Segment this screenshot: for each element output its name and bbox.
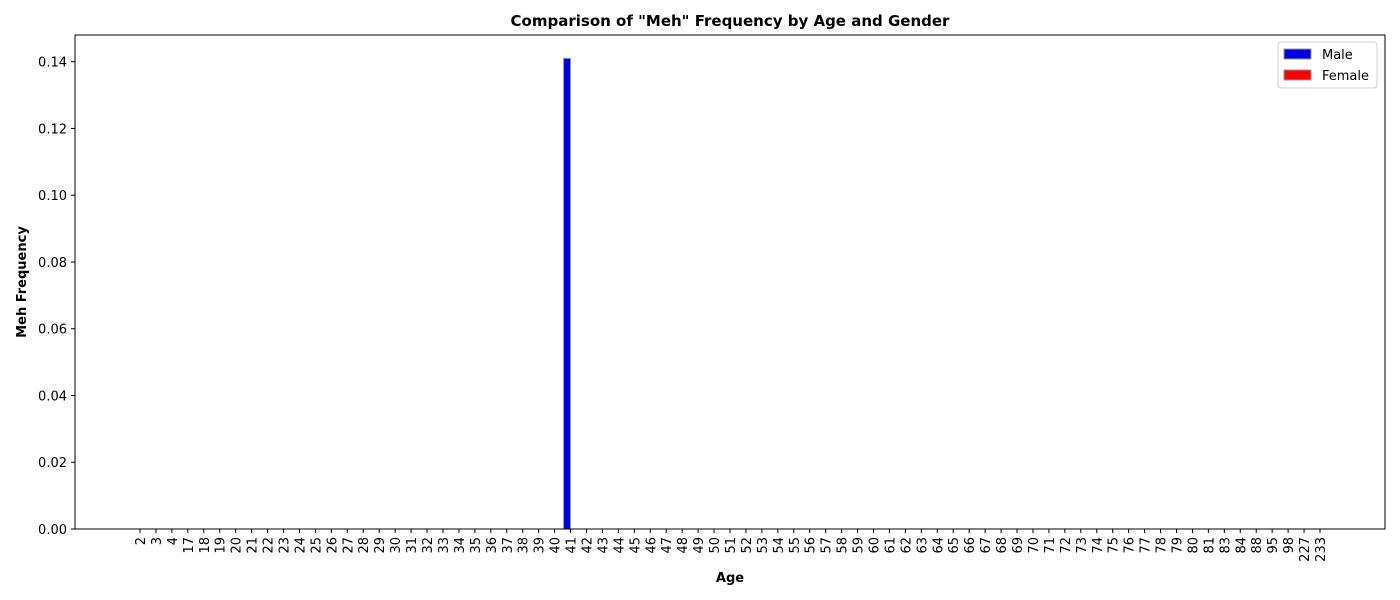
y-tick-label: 0.02 (38, 456, 67, 471)
legend-label-female: Female (1322, 69, 1369, 84)
x-tick-label: 25 (309, 537, 324, 554)
x-tick-label: 31 (405, 537, 420, 554)
x-tick-label: 18 (198, 537, 213, 554)
x-tick-label: 44 (612, 537, 627, 554)
x-tick-label: 63 (915, 537, 930, 554)
y-tick-label: 0.14 (38, 56, 67, 71)
x-tick-label: 24 (293, 537, 308, 554)
x-tick-label: 69 (1011, 537, 1026, 554)
legend-swatch-male (1283, 48, 1312, 60)
x-tick-label: 49 (692, 537, 707, 554)
x-tick-label: 54 (772, 537, 787, 554)
x-tick-label: 28 (357, 537, 372, 554)
x-tick-label: 23 (278, 537, 293, 554)
x-tick-label: 21 (246, 537, 261, 554)
x-tick-label: 227 (1298, 537, 1313, 562)
x-tick-label: 57 (820, 537, 835, 554)
x-tick-label: 95 (1266, 537, 1281, 554)
x-tick-label: 20 (230, 537, 245, 554)
legend-label-male: Male (1322, 48, 1353, 63)
x-axis: 2 3 4 17 18 19 20 21 22 23 24 25 26 27 28 29 30 31 32 33 34 3… (134, 529, 1329, 562)
x-tick-label: 29 (373, 537, 388, 554)
x-tick-label: 73 (1075, 537, 1090, 554)
x-tick-label: 80 (1186, 537, 1201, 554)
x-tick-label: 64 (931, 537, 946, 554)
x-tick-label: 50 (708, 537, 723, 554)
x-tick-label: 39 (533, 537, 548, 554)
x-tick-label: 32 (421, 537, 436, 554)
x-tick-label: 59 (852, 537, 867, 554)
x-tick-label: 58 (836, 537, 851, 554)
x-tick-label: 52 (740, 537, 755, 554)
x-tick-label: 26 (325, 537, 340, 554)
x-tick-label: 45 (628, 537, 643, 554)
x-tick-label: 56 (804, 537, 819, 554)
x-tick-label: 55 (788, 537, 803, 554)
x-tick-label: 51 (724, 537, 739, 554)
x-tick-label: 72 (1059, 537, 1074, 554)
x-tick-label: 74 (1091, 537, 1106, 554)
x-tick-label: 27 (341, 537, 356, 554)
x-tick-label: 233 (1314, 537, 1329, 562)
x-tick-label: 66 (963, 537, 978, 554)
x-tick-label: 84 (1234, 537, 1249, 554)
x-tick-label: 61 (883, 537, 898, 554)
x-tick-label: 30 (389, 537, 404, 554)
x-tick-label: 40 (549, 537, 564, 554)
legend-swatch-female (1283, 69, 1312, 81)
x-tick-label: 98 (1282, 537, 1297, 554)
y-axis: 0.00 0.02 0.04 0.06 0.08 0.10 0.12 0.14 (38, 56, 75, 538)
x-tick-label: 37 (501, 537, 516, 554)
x-axis-label: Age (716, 571, 744, 586)
x-tick-label: 65 (947, 537, 962, 554)
y-tick-label: 0.12 (38, 122, 67, 137)
y-tick-label: 0.04 (38, 389, 67, 404)
x-tick-label: 70 (1027, 537, 1042, 554)
x-tick-label: 19 (214, 537, 229, 554)
x-tick-label: 3 (150, 537, 165, 545)
x-tick-label: 83 (1218, 537, 1233, 554)
plot-area (563, 57, 572, 530)
x-tick-label: 81 (1202, 537, 1217, 554)
bar-male-41 (563, 57, 572, 530)
x-tick-label: 34 (453, 537, 468, 554)
x-tick-label: 38 (517, 537, 532, 554)
x-tick-label: 46 (644, 537, 659, 554)
x-tick-label: 67 (979, 537, 994, 554)
x-tick-label: 35 (469, 537, 484, 554)
y-tick-label: 0.08 (38, 256, 67, 271)
x-tick-label: 53 (756, 537, 771, 554)
y-tick-label: 0.06 (38, 323, 67, 338)
chart-title: Comparison of "Meh" Frequency by Age and… (511, 12, 950, 30)
y-tick-label: 0.00 (38, 523, 67, 538)
x-tick-label: 41 (565, 537, 580, 554)
x-tick-label: 22 (262, 537, 277, 554)
x-tick-label: 76 (1123, 537, 1138, 554)
x-tick-label: 48 (676, 537, 691, 554)
x-tick-label: 71 (1043, 537, 1058, 554)
x-tick-label: 42 (580, 537, 595, 554)
x-tick-label: 36 (485, 537, 500, 554)
y-tick-label: 0.10 (38, 189, 67, 204)
x-tick-label: 2 (134, 537, 149, 545)
x-tick-label: 77 (1139, 537, 1154, 554)
y-axis-label: Meh Frequency (15, 226, 30, 338)
x-tick-label: 79 (1170, 537, 1185, 554)
x-tick-label: 17 (182, 537, 197, 554)
x-tick-label: 47 (660, 537, 675, 554)
x-tick-label: 88 (1250, 537, 1265, 554)
axes-frame (74, 34, 1386, 530)
x-tick-label: 60 (868, 537, 883, 554)
legend: Male Female (1277, 41, 1378, 89)
x-tick-label: 68 (995, 537, 1010, 554)
x-tick-label: 43 (596, 537, 611, 554)
x-tick-label: 33 (437, 537, 452, 554)
x-tick-label: 62 (899, 537, 914, 554)
x-tick-label: 4 (166, 537, 181, 545)
x-tick-label: 75 (1107, 537, 1122, 554)
x-tick-label: 78 (1155, 537, 1170, 554)
